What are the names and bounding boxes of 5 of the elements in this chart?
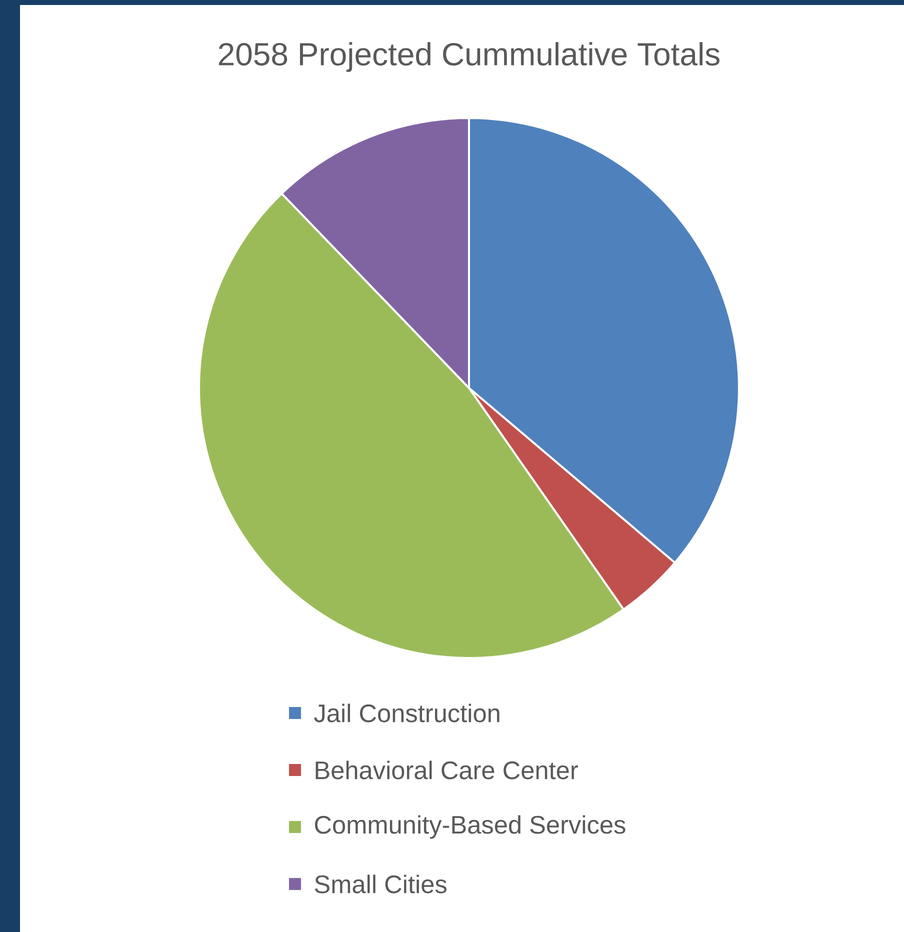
legend-label: Small Cities (314, 874, 446, 894)
legend-label: Jail Construction (314, 704, 500, 722)
chart-title: 2058 Projected Cummulative Totals (218, 42, 720, 72)
legend-label: Community-Based Services (314, 815, 626, 839)
legend-label: Behavioral Care Center (316, 760, 578, 780)
